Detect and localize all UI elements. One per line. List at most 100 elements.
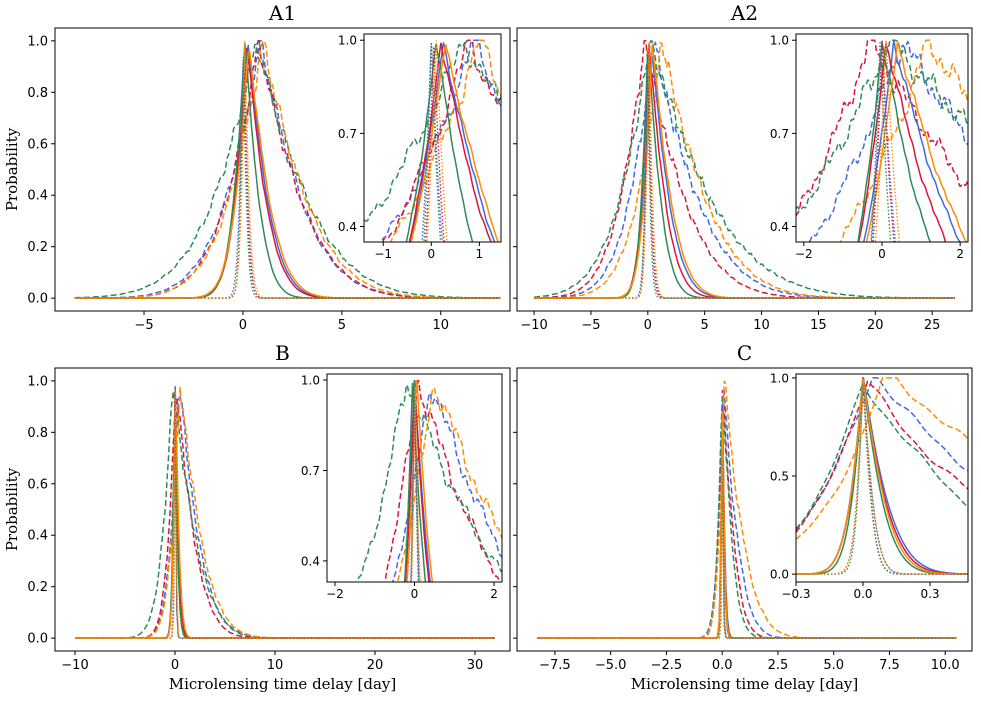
panel-c-inset-ytick-label: 0.5: [770, 470, 789, 484]
panel-b-ylabel: Probability: [3, 467, 21, 551]
panel-b-inset-ytick-label: 1.0: [301, 374, 320, 388]
panel-b-xtick-label: −10: [61, 658, 88, 673]
panel-b-title: B: [275, 341, 290, 365]
panel-c-inset-series-orange-dotted: [796, 381, 968, 575]
panel-b-inset-series-orange-dashed: [396, 386, 502, 582]
panel-b-inset: −2 0 2 0.4 0.7 1.0: [301, 373, 503, 601]
panel-c-series-blue-dotted: [537, 448, 957, 639]
panel-a2-title: A2: [730, 1, 758, 25]
panel-a2: −10 −5 0 5 10 15 20 25 A2 −2 0 2 0.4 0.7 1.0: [513, 1, 973, 333]
panel-c-inset-xtick-label: −0.3: [781, 587, 810, 601]
panel-a1-ytick-label: 0.2: [27, 240, 48, 255]
panel-c-xtick-label: −5.0: [595, 658, 627, 673]
panel-a2-inset-series-red-dotted: [872, 41, 895, 242]
panel-a2-inset-series-red-solid: [857, 43, 947, 242]
panel-a1-series-green-dashed: [74, 43, 501, 299]
panel-a2-inset-series-green-dashed: [796, 39, 968, 212]
panel-a2-xtick-label: 0: [644, 318, 652, 333]
panel-a2-xtick-label: 5: [701, 318, 709, 333]
panel-a1-inset-series-orange-solid: [410, 44, 500, 242]
panel-c-title: C: [737, 341, 752, 365]
panel-c-xtick-label: 2.5: [768, 658, 789, 673]
panel-a1-title: A1: [268, 1, 296, 25]
panel-a1-xtick-label: 5: [338, 318, 346, 333]
panel-a1-inset-xtick-label: 0: [427, 247, 435, 261]
panel-b-inset-series-blue-dashed: [391, 391, 502, 582]
panel-b-xlabel: Microlensing time delay [day]: [169, 675, 397, 693]
panel-a2-inset: −2 0 2 0.4 0.7 1.0: [770, 33, 969, 261]
panel-a1-inset-frame: [363, 33, 502, 243]
panel-a1-series-orange-dashed: [74, 40, 501, 299]
panel-c-inset-frame: [795, 373, 969, 583]
panel-b-series-orange-dotted: [75, 390, 495, 639]
panel-a1-inset-series-orange-dashed: [389, 39, 501, 242]
panel-c-xlabel: Microlensing time delay [day]: [631, 675, 859, 693]
panel-a2-inset-series-blue-solid: [863, 40, 961, 242]
panel-a2-xtick-label: −10: [520, 318, 547, 333]
panel-b-inset-ytick-label: 0.7: [301, 464, 320, 478]
panel-b-ytick-label: 0.8: [27, 426, 48, 441]
panel-a2-xtick-label: −5: [581, 318, 600, 333]
panel-a1-inset-series-red-dotted: [424, 46, 445, 242]
panel-a2-inset-series-blue-dashed: [808, 40, 968, 242]
panel-b-xtick-label: 20: [367, 658, 384, 673]
panel-a2-inset-xtick-label: −2: [795, 247, 813, 261]
panel-a2-xtick-label: 10: [753, 318, 770, 333]
panel-c: −7.5 −5.0 −2.5 0.0 2.5 5.0 7.5 10.0 C Microlensin…: [513, 341, 973, 693]
panel-c-inset-series-red-dashed: [796, 380, 968, 533]
panel-a1-inset-xtick-label: 1: [476, 247, 484, 261]
panel-a1-series-blue-dashed: [74, 40, 501, 299]
panel-a1-ytick-label: 1.0: [27, 34, 48, 49]
panel-b-ytick-label: 0.4: [27, 529, 48, 544]
panel-a2-series-green-dashed: [534, 39, 955, 299]
panel-a2-xtick-label: 20: [867, 318, 884, 333]
panel-b-frame: [54, 367, 511, 652]
panel-b-xtick-label: 30: [467, 658, 484, 673]
panel-a1-frame: [54, 27, 511, 312]
panel-b-inset-series-green-dashed: [356, 383, 502, 582]
panel-a2-inset-ytick-label: 0.4: [770, 220, 789, 234]
panel-b-inset-ytick-label: 0.4: [301, 554, 320, 568]
panel-c-xtick-label: −7.5: [539, 658, 571, 673]
panel-a2-series-red-dashed: [534, 40, 955, 299]
panel-a1-inset-series-blue-dotted: [421, 43, 444, 242]
panel-b-xtick-label: 10: [267, 658, 284, 673]
panel-c-xtick-label: 5.0: [823, 658, 844, 673]
panel-a1-inset-ytick-label: 1.0: [338, 34, 357, 48]
panel-a2-xtick-label: 15: [810, 318, 827, 333]
panel-c-inset-series-orange-dashed: [796, 377, 968, 540]
panel-c-frame: [516, 367, 973, 652]
panel-a1-ytick-label: 0.0: [27, 292, 48, 307]
panel-c-inset-series-blue-dashed: [796, 377, 968, 531]
panel-a1-inset: −1 0 1 0.4 0.7 1.0: [338, 33, 502, 261]
panel-b-inset-series-green-dotted: [410, 379, 420, 582]
panel-a1-inset-series-red-dashed: [381, 39, 501, 242]
panel-c-xtick-label: 7.5: [879, 658, 900, 673]
panel-a2-xtick-label: 25: [924, 318, 941, 333]
panel-b-xtick-label: 0: [171, 658, 179, 673]
panel-a1-inset-ytick-label: 0.7: [338, 127, 357, 141]
panel-c-inset: −0.3 0.0 0.3 0.0 0.5 1.0: [770, 371, 969, 601]
panel-a2-inset-series-orange-dotted: [874, 40, 901, 242]
panel-c-inset-xtick-label: 0.3: [920, 587, 939, 601]
panel-a2-frame: [516, 27, 973, 312]
panel-b-inset-xtick-label: 2: [490, 587, 498, 601]
panel-c-inset-series-orange-solid: [796, 377, 968, 575]
panel-a1-xtick-label: 10: [432, 318, 449, 333]
panel-a2-inset-ytick-label: 1.0: [770, 34, 789, 48]
panel-a2-inset-series-orange-solid: [865, 41, 968, 242]
panel-c-inset-xtick-label: 0.0: [853, 587, 872, 601]
panel-c-xtick-label: 0.0: [712, 658, 733, 673]
panel-a1-xtick-label: 0: [239, 318, 247, 333]
panel-b-ytick-label: 0.2: [27, 580, 48, 595]
panel-a1-ylabel: Probability: [3, 127, 21, 211]
panel-c-xtick-label: −2.5: [651, 658, 683, 673]
panel-a2-inset-xtick-label: 2: [956, 247, 964, 261]
panel-b-ytick-label: 0.0: [27, 632, 48, 647]
panel-a2-series-orange-dotted: [534, 42, 955, 299]
panel-b-inset-xtick-label: 0: [411, 587, 419, 601]
panel-b-ytick-label: 0.6: [27, 477, 48, 492]
panel-b: −10 0 10 20 300.00.20.40.60.81.0BProbability…: [3, 341, 511, 693]
